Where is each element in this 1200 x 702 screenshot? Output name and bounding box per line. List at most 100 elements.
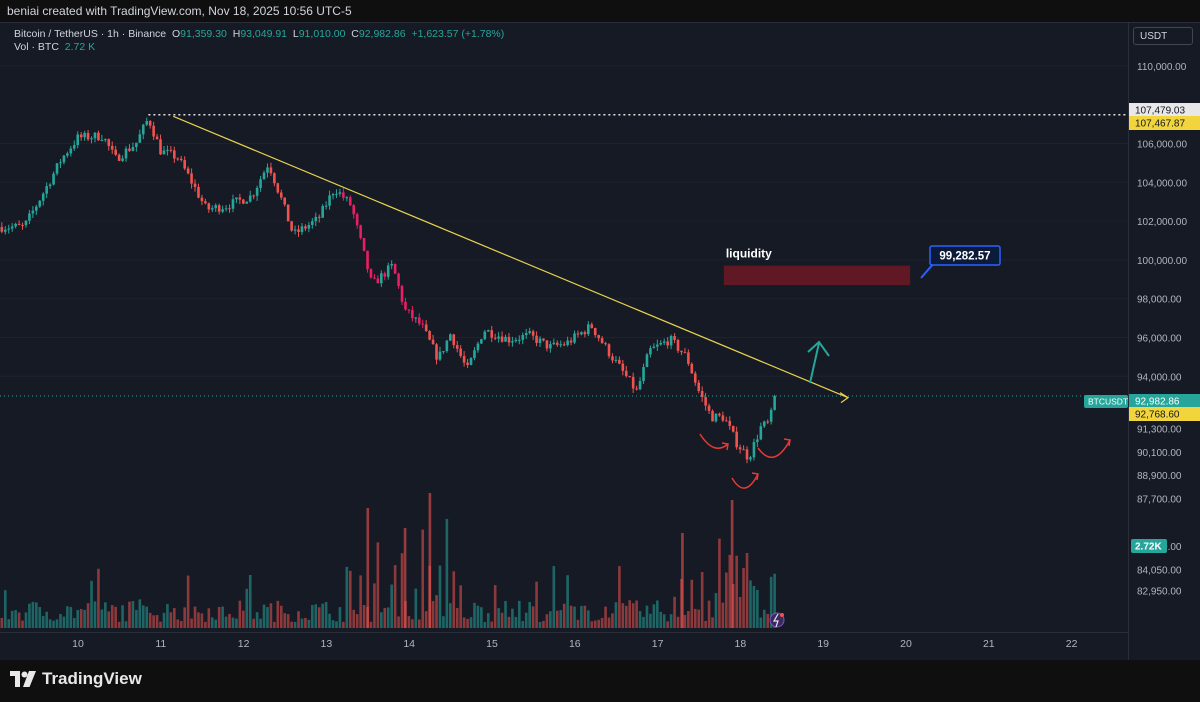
currency-selector[interactable]: USDT (1133, 27, 1193, 45)
volume-bar (535, 581, 538, 628)
volume-bar (390, 584, 393, 628)
volume-bar (242, 610, 245, 628)
candle-body (735, 431, 738, 448)
candle-body (210, 208, 214, 210)
candle-body (652, 346, 656, 349)
volume-bar (72, 618, 76, 628)
candle-body (469, 358, 473, 365)
volume-bar (304, 617, 307, 628)
candle-body (290, 221, 293, 231)
volume-bar (286, 614, 290, 628)
candle-body (35, 206, 38, 211)
volume-bar (683, 614, 687, 628)
candle-body (311, 221, 314, 225)
volume-bar (486, 613, 490, 628)
candle-body (362, 237, 366, 251)
volume-bar (86, 603, 90, 628)
candle-body (649, 348, 652, 355)
candle-body (604, 343, 607, 345)
volume-bar (259, 618, 262, 628)
volume-bar (528, 602, 531, 628)
volume-bar (745, 553, 749, 628)
candle-body (17, 223, 21, 225)
candle-body (307, 224, 311, 229)
candle-body (483, 331, 487, 340)
price-tick-label: 91,300.00 (1137, 425, 1182, 436)
candle-body (159, 139, 162, 155)
price-axis[interactable]: 110,000.00 106,000.00 104,000.00 102,000.00… (1128, 22, 1200, 660)
brand-logo[interactable]: TradingView (10, 667, 142, 691)
volume-bar (618, 566, 621, 628)
up-arrow-icon (809, 342, 820, 384)
volume-bar (438, 565, 442, 628)
candle-body (348, 197, 352, 206)
volume-bar (756, 589, 759, 628)
volume-bar (469, 617, 473, 628)
volume-bar (735, 555, 738, 628)
volume-price-label-bg (1131, 539, 1167, 553)
candle-body (486, 330, 490, 332)
volume-bar (659, 611, 663, 628)
price-chart[interactable]: liquidity 99,282.57 BTCUSDT (0, 22, 1128, 632)
volume-bar (555, 610, 559, 628)
volume-bar (549, 611, 552, 628)
volume-bar (62, 616, 66, 628)
candle-body (404, 301, 407, 310)
candle-body (656, 344, 659, 347)
candle-body (179, 158, 183, 160)
volume-bar (252, 618, 255, 628)
candle-body (259, 179, 262, 188)
pattern-curve-arrowhead (721, 442, 729, 451)
volume-bar (186, 575, 190, 628)
volume-bar (214, 619, 218, 628)
volume-bar (518, 600, 521, 628)
candle-body (549, 344, 552, 349)
volume-bar (52, 620, 55, 628)
target-callout-value: 99,282.57 (939, 251, 990, 263)
volume-bar (742, 567, 745, 628)
pattern-curve-annotation (699, 433, 729, 449)
candle-body (700, 391, 704, 398)
trendline-arrowhead (839, 392, 850, 404)
candle-body (742, 449, 745, 451)
candle-body (718, 413, 721, 416)
time-tick-label: 11 (155, 638, 166, 650)
volume-bar (576, 619, 580, 628)
volume-bar (152, 615, 155, 628)
pattern-curve-arrowhead (751, 472, 759, 481)
candle-body (231, 199, 235, 209)
secondary-price-label: 92,768.60 (1135, 410, 1180, 421)
time-axis[interactable]: 10 11 12 13 14 15 16 17 18 19 20 21 22 (0, 632, 1128, 660)
candle-body (276, 183, 280, 193)
time-tick-label: 17 (652, 638, 664, 650)
volume-bar (662, 614, 666, 628)
pattern-curve-arrowhead (783, 438, 791, 447)
candle-body (138, 134, 142, 143)
volume-bar (514, 616, 518, 628)
volume-bar (31, 601, 35, 628)
candle-body (324, 205, 328, 207)
volume-bar (566, 575, 569, 628)
volume-bar (493, 585, 497, 628)
candle-body (10, 226, 14, 229)
candle-body (145, 121, 149, 125)
symbol-name[interactable]: Bitcoin / TetherUS · 1h · Binance (14, 28, 167, 40)
volume-bar (428, 493, 432, 628)
candle-body (583, 332, 587, 335)
volume-bar (97, 568, 100, 628)
chart-area[interactable]: liquidity 99,282.57 BTCUSDT (0, 22, 1128, 632)
volume-bar (117, 621, 121, 628)
volume-bar (179, 621, 183, 628)
volume-bar (124, 621, 128, 628)
volume-bar (397, 616, 400, 628)
volume-bar (473, 602, 476, 628)
candle-body (352, 205, 356, 215)
candle-body (631, 376, 635, 389)
low-label: L (292, 28, 299, 40)
pattern-curve-annotation (757, 439, 791, 458)
volume-bar (255, 612, 259, 628)
candle-body (514, 339, 518, 342)
candle-body (386, 265, 390, 277)
volume-bar (380, 612, 383, 628)
candle-body (728, 420, 732, 426)
